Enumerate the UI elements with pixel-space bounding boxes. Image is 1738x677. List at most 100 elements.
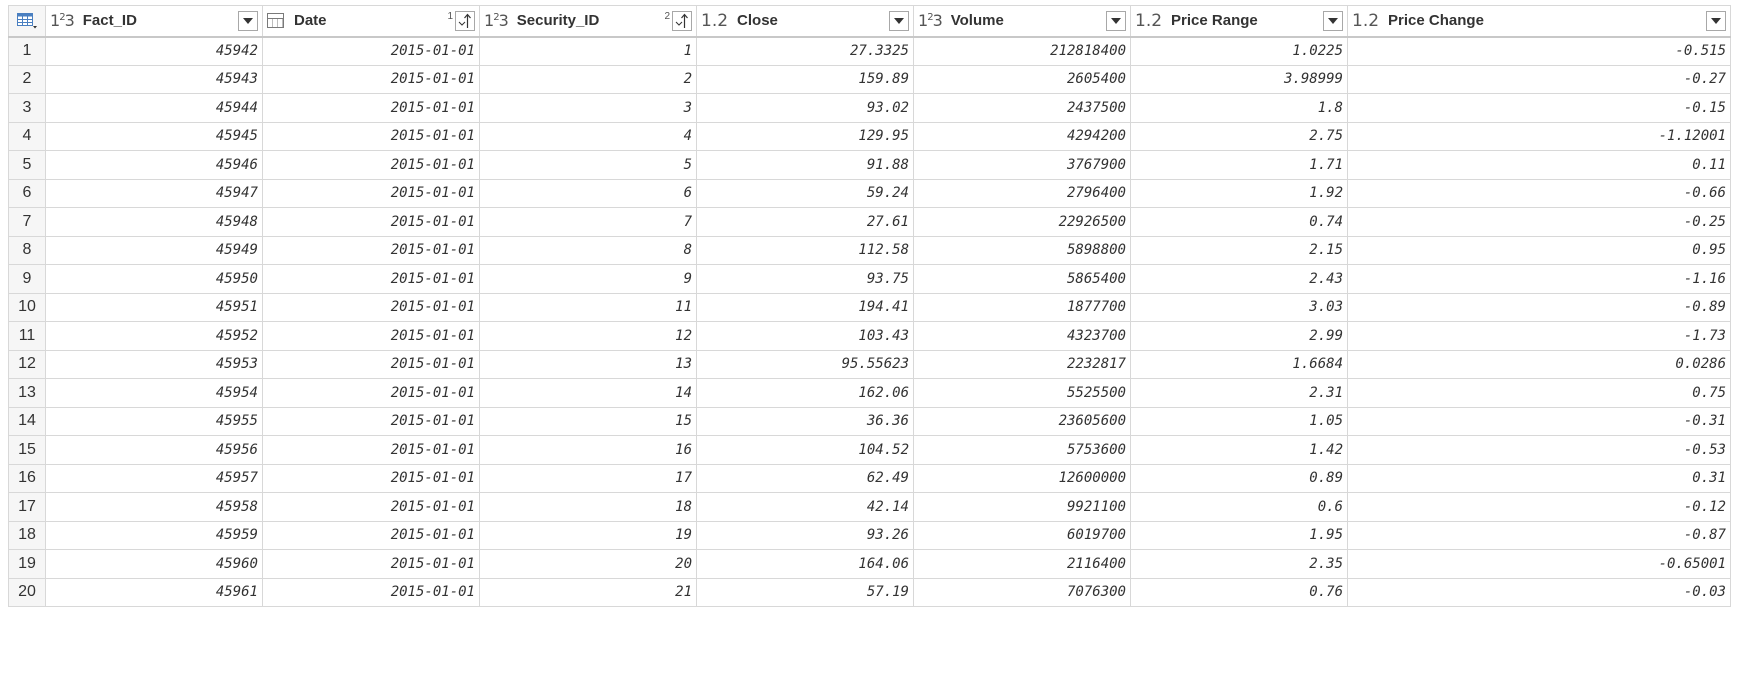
cell-volume[interactable]: 9921100 [913, 492, 1131, 522]
cell-date[interactable]: 2015-01-01 [262, 93, 480, 123]
cell-close[interactable]: 162.06 [696, 378, 914, 408]
row-number[interactable]: 10 [8, 292, 46, 322]
cell-close[interactable]: 103.43 [696, 321, 914, 351]
table-row[interactable]: 3 45944 2015-01-01 3 93.02 2437500 1.8 -0.15 [8, 93, 1731, 123]
column-filter-button[interactable] [1106, 10, 1126, 31]
column-filter-button[interactable] [455, 10, 475, 31]
cell-price-change[interactable]: 0.31 [1347, 463, 1731, 493]
column-header-price-range[interactable]: 1.2 Price Range [1130, 5, 1348, 38]
cell-volume[interactable]: 7076300 [913, 577, 1131, 607]
cell-close[interactable]: 42.14 [696, 492, 914, 522]
cell-close[interactable]: 129.95 [696, 121, 914, 151]
row-number[interactable]: 17 [8, 492, 46, 522]
table-row[interactable]: 9 45950 2015-01-01 9 93.75 5865400 2.43 -1.16 [8, 264, 1731, 294]
cell-date[interactable]: 2015-01-01 [262, 235, 480, 265]
row-number[interactable]: 13 [8, 378, 46, 408]
row-number[interactable]: 9 [8, 264, 46, 294]
calendar-icon[interactable] [267, 13, 284, 29]
column-header-volume[interactable]: 123 Volume [913, 5, 1131, 38]
cell-price-range[interactable]: 1.42 [1130, 435, 1348, 465]
cell-date[interactable]: 2015-01-01 [262, 150, 480, 180]
cell-price-range[interactable]: 0.89 [1130, 463, 1348, 493]
column-filter-button[interactable] [1706, 10, 1726, 31]
row-number[interactable]: 1 [8, 36, 46, 66]
table-row[interactable]: 7 45948 2015-01-01 7 27.61 22926500 0.74 -0.25 [8, 207, 1731, 237]
cell-security-id[interactable]: 18 [479, 492, 697, 522]
cell-security-id[interactable]: 16 [479, 435, 697, 465]
cell-security-id[interactable]: 5 [479, 150, 697, 180]
cell-date[interactable]: 2015-01-01 [262, 64, 480, 94]
cell-price-range[interactable]: 1.95 [1130, 520, 1348, 550]
cell-fact-id[interactable]: 45958 [45, 492, 263, 522]
cell-close[interactable]: 36.36 [696, 406, 914, 436]
column-header-date[interactable]: Date 1 [262, 5, 480, 38]
cell-close[interactable]: 95.55623 [696, 349, 914, 379]
column-filter-button[interactable] [238, 10, 258, 31]
cell-volume[interactable]: 5865400 [913, 264, 1131, 294]
column-filter-button[interactable] [672, 10, 692, 31]
cell-volume[interactable]: 12600000 [913, 463, 1131, 493]
cell-volume[interactable]: 2437500 [913, 93, 1131, 123]
cell-security-id[interactable]: 6 [479, 178, 697, 208]
cell-volume[interactable]: 5525500 [913, 378, 1131, 408]
cell-price-range[interactable]: 1.6684 [1130, 349, 1348, 379]
cell-price-change[interactable]: 0.75 [1347, 378, 1731, 408]
cell-security-id[interactable]: 7 [479, 207, 697, 237]
table-row[interactable]: 1 45942 2015-01-01 1 27.3325 212818400 1.0225-… [8, 36, 1731, 66]
row-number[interactable]: 3 [8, 93, 46, 123]
row-number[interactable]: 8 [8, 235, 46, 265]
table-row[interactable]: 12 45953 2015-01-01 13 95.55623 2232817 1.6684… [8, 349, 1731, 379]
column-filter-button[interactable] [1323, 10, 1343, 31]
cell-volume[interactable]: 5898800 [913, 235, 1131, 265]
row-number[interactable]: 6 [8, 178, 46, 208]
cell-volume[interactable]: 4294200 [913, 121, 1131, 151]
cell-close[interactable]: 93.26 [696, 520, 914, 550]
cell-close[interactable]: 104.52 [696, 435, 914, 465]
cell-price-range[interactable]: 1.92 [1130, 178, 1348, 208]
cell-close[interactable]: 164.06 [696, 549, 914, 579]
cell-price-change[interactable]: -0.515 [1347, 36, 1731, 66]
cell-price-range[interactable]: 2.35 [1130, 549, 1348, 579]
cell-security-id[interactable]: 17 [479, 463, 697, 493]
cell-security-id[interactable]: 1 [479, 36, 697, 66]
cell-price-change[interactable]: -0.31 [1347, 406, 1731, 436]
cell-price-range[interactable]: 2.75 [1130, 121, 1348, 151]
cell-close[interactable]: 59.24 [696, 178, 914, 208]
table-row[interactable]: 6 45947 2015-01-01 6 59.24 2796400 1.92 -0.66 [8, 178, 1731, 208]
cell-security-id[interactable]: 14 [479, 378, 697, 408]
cell-price-change[interactable]: 0.11 [1347, 150, 1731, 180]
cell-fact-id[interactable]: 45944 [45, 93, 263, 123]
cell-price-change[interactable]: -1.73 [1347, 321, 1731, 351]
whole-number-type-icon[interactable]: 123 [918, 11, 943, 31]
cell-fact-id[interactable]: 45951 [45, 292, 263, 322]
cell-price-range[interactable]: 2.31 [1130, 378, 1348, 408]
cell-security-id[interactable]: 9 [479, 264, 697, 294]
row-number[interactable]: 20 [8, 577, 46, 607]
table-row[interactable]: 4 45945 2015-01-01 4 129.95 4294200 2.75 -1.120… [8, 121, 1731, 151]
cell-price-change[interactable]: -0.27 [1347, 64, 1731, 94]
cell-fact-id[interactable]: 45961 [45, 577, 263, 607]
cell-price-range[interactable]: 1.8 [1130, 93, 1348, 123]
cell-security-id[interactable]: 3 [479, 93, 697, 123]
cell-fact-id[interactable]: 45948 [45, 207, 263, 237]
cell-price-change[interactable]: -0.66 [1347, 178, 1731, 208]
cell-price-change[interactable]: -0.65001 [1347, 549, 1731, 579]
table-row[interactable]: 14 45955 2015-01-01 15 36.36 23605600 1.05 -0.3… [8, 406, 1731, 436]
cell-price-change[interactable]: -0.25 [1347, 207, 1731, 237]
row-number[interactable]: 4 [8, 121, 46, 151]
cell-fact-id[interactable]: 45949 [45, 235, 263, 265]
row-number[interactable]: 15 [8, 435, 46, 465]
cell-date[interactable]: 2015-01-01 [262, 121, 480, 151]
cell-close[interactable]: 27.3325 [696, 36, 914, 66]
decimal-type-icon[interactable]: 1.2 [1352, 10, 1380, 31]
row-number[interactable]: 7 [8, 207, 46, 237]
cell-price-range[interactable]: 1.05 [1130, 406, 1348, 436]
cell-volume[interactable]: 4323700 [913, 321, 1131, 351]
cell-price-change[interactable]: -1.12001 [1347, 121, 1731, 151]
cell-close[interactable]: 57.19 [696, 577, 914, 607]
cell-date[interactable]: 2015-01-01 [262, 378, 480, 408]
cell-close[interactable]: 27.61 [696, 207, 914, 237]
cell-price-range[interactable]: 1.71 [1130, 150, 1348, 180]
cell-close[interactable]: 62.49 [696, 463, 914, 493]
cell-price-change[interactable]: 0.95 [1347, 235, 1731, 265]
